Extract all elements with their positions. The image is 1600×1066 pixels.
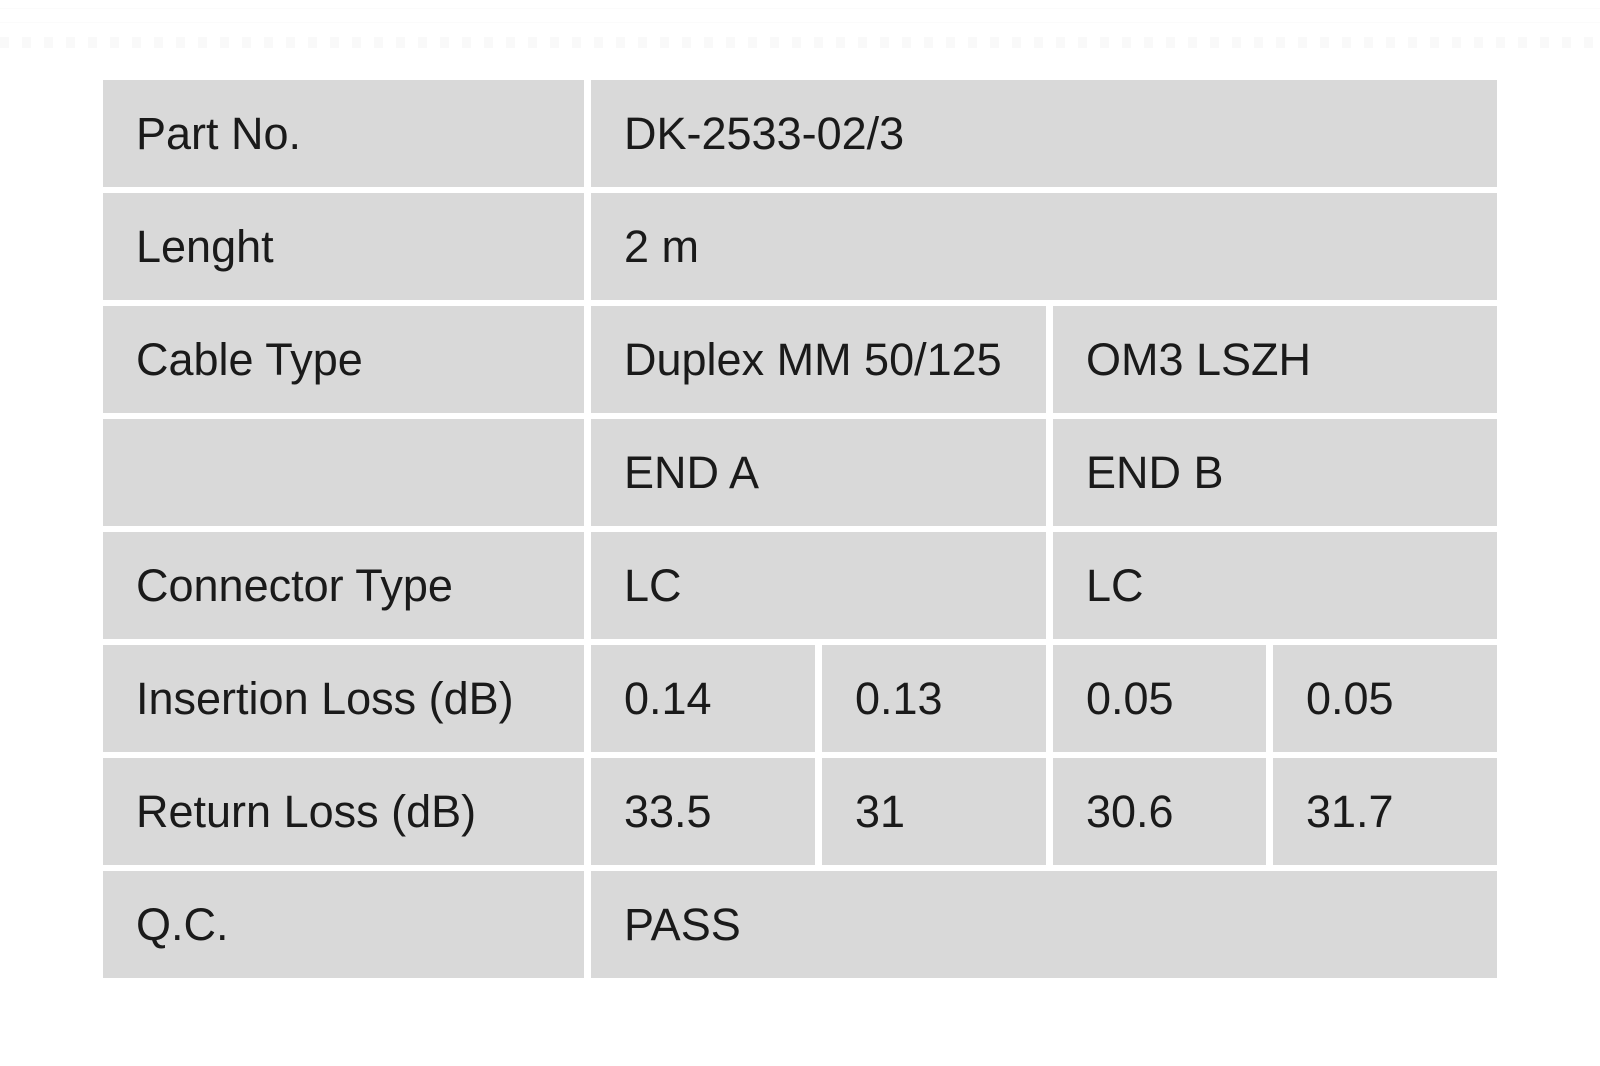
table-row-end-headers: END A END B [103,419,1497,526]
scan-artifact-line [0,22,1600,23]
row-label: Insertion Loss (dB) [103,645,584,752]
insertion-loss-end-b-2: 0.05 [1273,645,1497,752]
length-value: 2 m [591,193,1497,300]
table-row-insertion-loss: Insertion Loss (dB) 0.14 0.13 0.05 0.05 [103,645,1497,752]
insertion-loss-end-b-1: 0.05 [1053,645,1266,752]
qc-result-value: PASS [591,871,1497,978]
return-loss-end-a-2: 31 [822,758,1046,865]
end-a-header: END A [591,419,1046,526]
row-label: Return Loss (dB) [103,758,584,865]
row-label-empty [103,419,584,526]
connector-type-end-a: LC [591,532,1046,639]
row-label: Lenght [103,193,584,300]
table-row-return-loss: Return Loss (dB) 33.5 31 30.6 31.7 [103,758,1497,865]
return-loss-end-a-1: 33.5 [591,758,815,865]
part-no-value: DK-2533-02/3 [591,80,1497,187]
table-row-cable-type: Cable Type Duplex MM 50/125 OM3 LSZH [103,306,1497,413]
table-row-part-no: Part No. DK-2533-02/3 [103,80,1497,187]
end-b-header: END B [1053,419,1497,526]
insertion-loss-end-a-1: 0.14 [591,645,815,752]
table-row-qc: Q.C. PASS [103,871,1497,978]
cable-type-value-2: OM3 LSZH [1053,306,1497,413]
scan-artifact-dashes [0,37,1600,48]
row-label: Cable Type [103,306,584,413]
cable-type-value-1: Duplex MM 50/125 [591,306,1046,413]
scan-artifact-line [0,8,1600,9]
table-row-connector-type: Connector Type LC LC [103,532,1497,639]
spec-table: Part No. DK-2533-02/3 Lenght 2 m Cable T… [103,80,1497,984]
row-label: Connector Type [103,532,584,639]
return-loss-end-b-1: 30.6 [1053,758,1266,865]
return-loss-end-b-2: 31.7 [1273,758,1497,865]
table-row-length: Lenght 2 m [103,193,1497,300]
row-label: Part No. [103,80,584,187]
connector-type-end-b: LC [1053,532,1497,639]
insertion-loss-end-a-2: 0.13 [822,645,1046,752]
row-label: Q.C. [103,871,584,978]
